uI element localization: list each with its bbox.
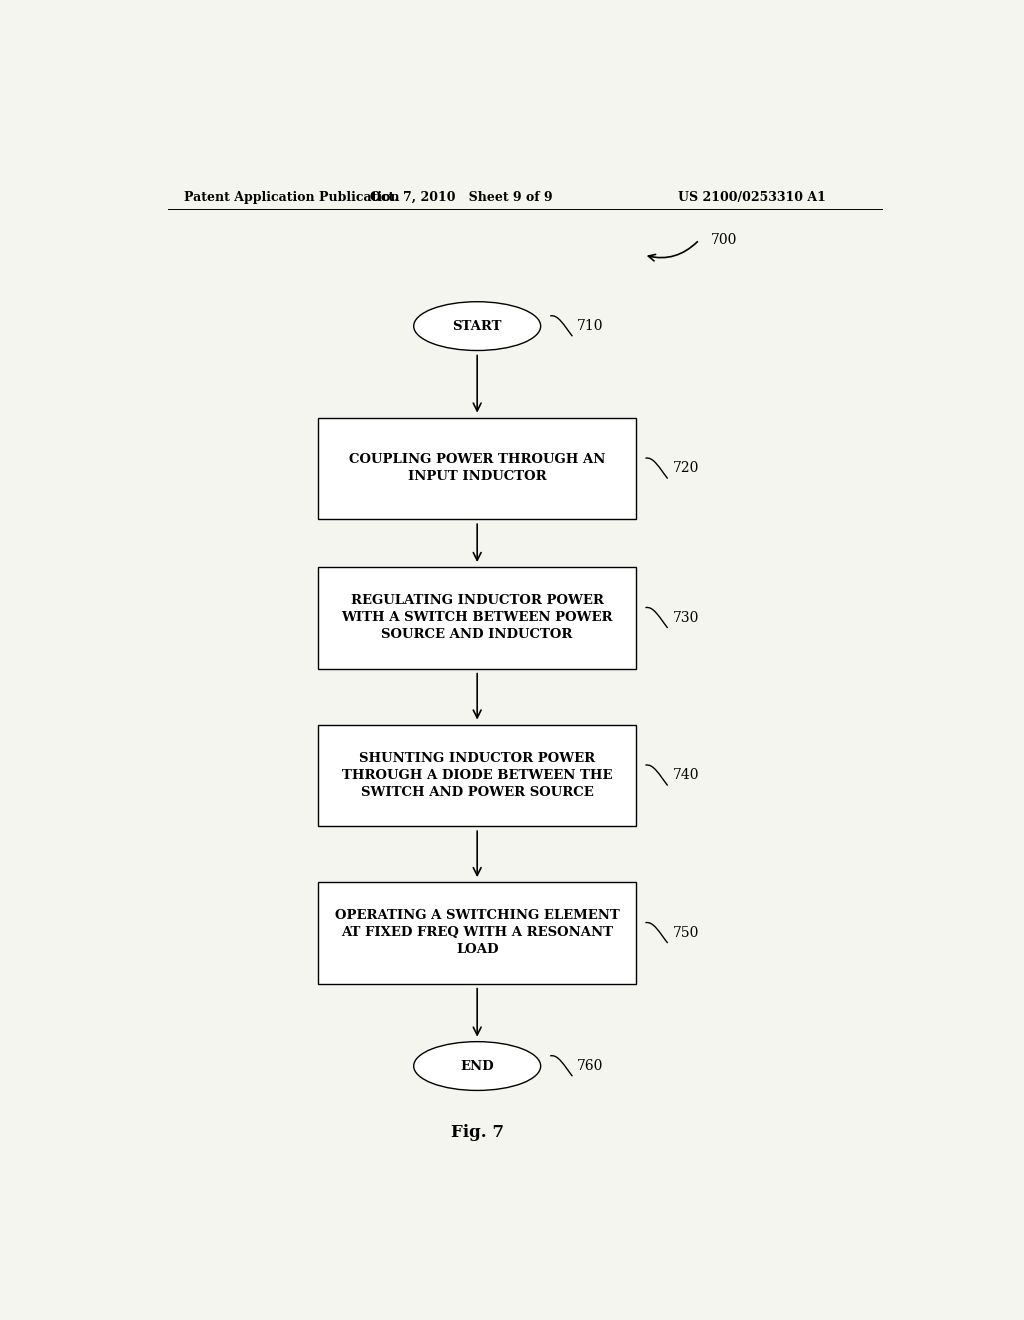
Text: 740: 740	[673, 768, 699, 783]
Text: SHUNTING INDUCTOR POWER
THROUGH A DIODE BETWEEN THE
SWITCH AND POWER SOURCE: SHUNTING INDUCTOR POWER THROUGH A DIODE …	[342, 752, 612, 799]
Text: END: END	[461, 1060, 494, 1073]
Text: OPERATING A SWITCHING ELEMENT
AT FIXED FREQ WITH A RESONANT
LOAD: OPERATING A SWITCHING ELEMENT AT FIXED F…	[335, 909, 620, 957]
Text: 700: 700	[712, 232, 737, 247]
Text: COUPLING POWER THROUGH AN
INPUT INDUCTOR: COUPLING POWER THROUGH AN INPUT INDUCTOR	[349, 453, 605, 483]
Text: US 2100/0253310 A1: US 2100/0253310 A1	[679, 190, 826, 203]
Text: Patent Application Publication: Patent Application Publication	[183, 190, 399, 203]
FancyBboxPatch shape	[318, 882, 636, 983]
FancyBboxPatch shape	[318, 417, 636, 519]
FancyBboxPatch shape	[318, 568, 636, 669]
Text: REGULATING INDUCTOR POWER
WITH A SWITCH BETWEEN POWER
SOURCE AND INDUCTOR: REGULATING INDUCTOR POWER WITH A SWITCH …	[341, 594, 613, 642]
Text: Fig. 7: Fig. 7	[451, 1123, 504, 1140]
Ellipse shape	[414, 302, 541, 351]
Text: 750: 750	[673, 925, 698, 940]
Ellipse shape	[414, 1041, 541, 1090]
Text: 730: 730	[673, 611, 698, 624]
Text: Oct. 7, 2010   Sheet 9 of 9: Oct. 7, 2010 Sheet 9 of 9	[370, 190, 553, 203]
FancyBboxPatch shape	[318, 725, 636, 826]
Text: 710: 710	[578, 319, 604, 333]
Text: 720: 720	[673, 462, 698, 475]
Text: 760: 760	[578, 1059, 603, 1073]
Text: START: START	[453, 319, 502, 333]
